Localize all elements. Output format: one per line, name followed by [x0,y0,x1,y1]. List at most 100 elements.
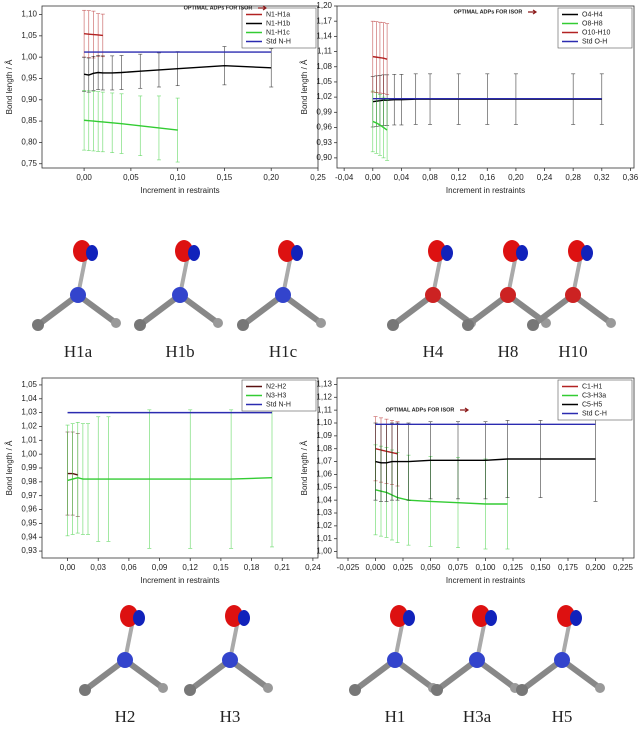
atom [237,319,249,331]
molecule [349,605,438,696]
y-tick-label: 1,01 [21,435,37,444]
x-tick-label: 0,175 [558,563,579,572]
bond [519,657,565,693]
y-tick-label: 0,94 [21,532,37,541]
x-tick-label: 0,15 [217,173,233,182]
atom [606,318,616,328]
atom [387,319,399,331]
atom [500,287,516,303]
adp-lobe [403,610,415,626]
y-tick-label: 0,95 [21,74,37,83]
y-axis-label: Bond length / Å [300,59,309,114]
y-tick-label: 1,03 [21,408,37,417]
structure-label: H10 [558,342,587,361]
bond [240,292,286,328]
legend-label: Std N-H [266,38,291,45]
series-line [372,55,388,60]
y-tick-label: 0,90 [21,95,37,104]
series-line [83,64,272,76]
x-tick-label: 0,100 [475,563,496,572]
y-tick-label: 1,03 [316,508,332,517]
adp-lobe [278,240,296,262]
series-line [372,120,388,131]
structure-label: H5 [552,707,573,726]
error-bar [269,48,274,88]
y-axis-label: Bond length / Å [5,59,14,114]
x-tick-label: 0,025 [393,563,414,572]
y-tick-label: 1,10 [21,10,37,19]
atom [70,287,86,303]
x-tick-label: 0,225 [613,563,634,572]
y-tick-label: 1,04 [316,495,332,504]
atom [32,319,44,331]
y-tick-label: 1,04 [21,394,37,403]
atom [222,652,238,668]
atom [117,652,133,668]
adp-lobe [428,240,446,262]
atom [316,318,326,328]
x-tick-label: 0,09 [152,563,168,572]
y-tick-label: 0,93 [21,546,37,555]
atom [469,652,485,668]
y-tick-label: 0,90 [316,153,332,162]
annotation-arrow [528,9,538,15]
y-tick-label: 0,98 [21,477,37,486]
structure-label: H1 [385,707,406,726]
x-tick-label: -0,025 [337,563,360,572]
x-tick-label: 0,150 [530,563,551,572]
x-axis-label: Increment in restraints [446,186,525,195]
legend-label: N1-H1a [266,11,290,18]
legend-label: O8-H8 [582,20,603,27]
legend-label: N1-H1c [266,29,290,36]
atom [213,318,223,328]
bond [434,657,480,693]
y-tick-label: 1,02 [316,521,332,530]
atom [79,684,91,696]
x-tick-label: 0,00 [60,563,76,572]
y-tick-label: 1,00 [316,547,332,556]
atom [158,683,168,693]
adp-lobe [516,245,528,261]
y-tick-label: 0,96 [316,123,332,132]
x-tick-label: 0,04 [394,173,410,182]
legend-label: N1-H1b [266,20,290,27]
structure-label: H3a [463,707,492,726]
x-tick-label: 0,000 [365,563,386,572]
series-line [67,476,273,482]
adp-lobe [581,245,593,261]
x-tick-label: 0,050 [420,563,441,572]
molecule [237,240,326,331]
adp-lobe [86,245,98,261]
y-tick-label: 1,02 [21,422,37,431]
y-tick-label: 1,07 [316,457,332,466]
y-tick-label: 0,80 [21,138,37,147]
x-tick-label: 0,05 [123,173,139,182]
bond [137,292,183,328]
adp-lobe [557,605,575,627]
adp-lobe [133,610,145,626]
y-tick-label: 1,05 [21,380,37,389]
molecule [79,605,168,696]
adp-lobe [225,605,243,627]
bond [390,292,436,328]
error-bar [175,97,180,163]
annotation: OPTIMAL ADPs FOR ISOR [184,5,253,11]
bond [352,657,398,693]
x-axis-label: Increment in restraints [446,576,525,585]
adp-lobe [291,245,303,261]
y-tick-label: 1,08 [316,444,332,453]
y-tick-label: 1,00 [21,52,37,61]
x-tick-label: 0,18 [244,563,260,572]
y-axis-label: Bond length / Å [300,440,309,495]
x-tick-label: 0,20 [508,173,524,182]
y-tick-label: 0,85 [21,116,37,125]
legend-label: O4-H4 [582,11,603,18]
annotation: OPTIMAL ADPs FOR ISOR [454,9,523,15]
x-tick-label: 0,28 [565,173,581,182]
y-tick-label: 0,99 [21,463,37,472]
atom [462,319,474,331]
y-tick-label: 1,01 [316,534,332,543]
bond [187,657,233,693]
x-axis-label: Increment in restraints [140,576,219,585]
y-tick-label: 1,10 [316,418,332,427]
